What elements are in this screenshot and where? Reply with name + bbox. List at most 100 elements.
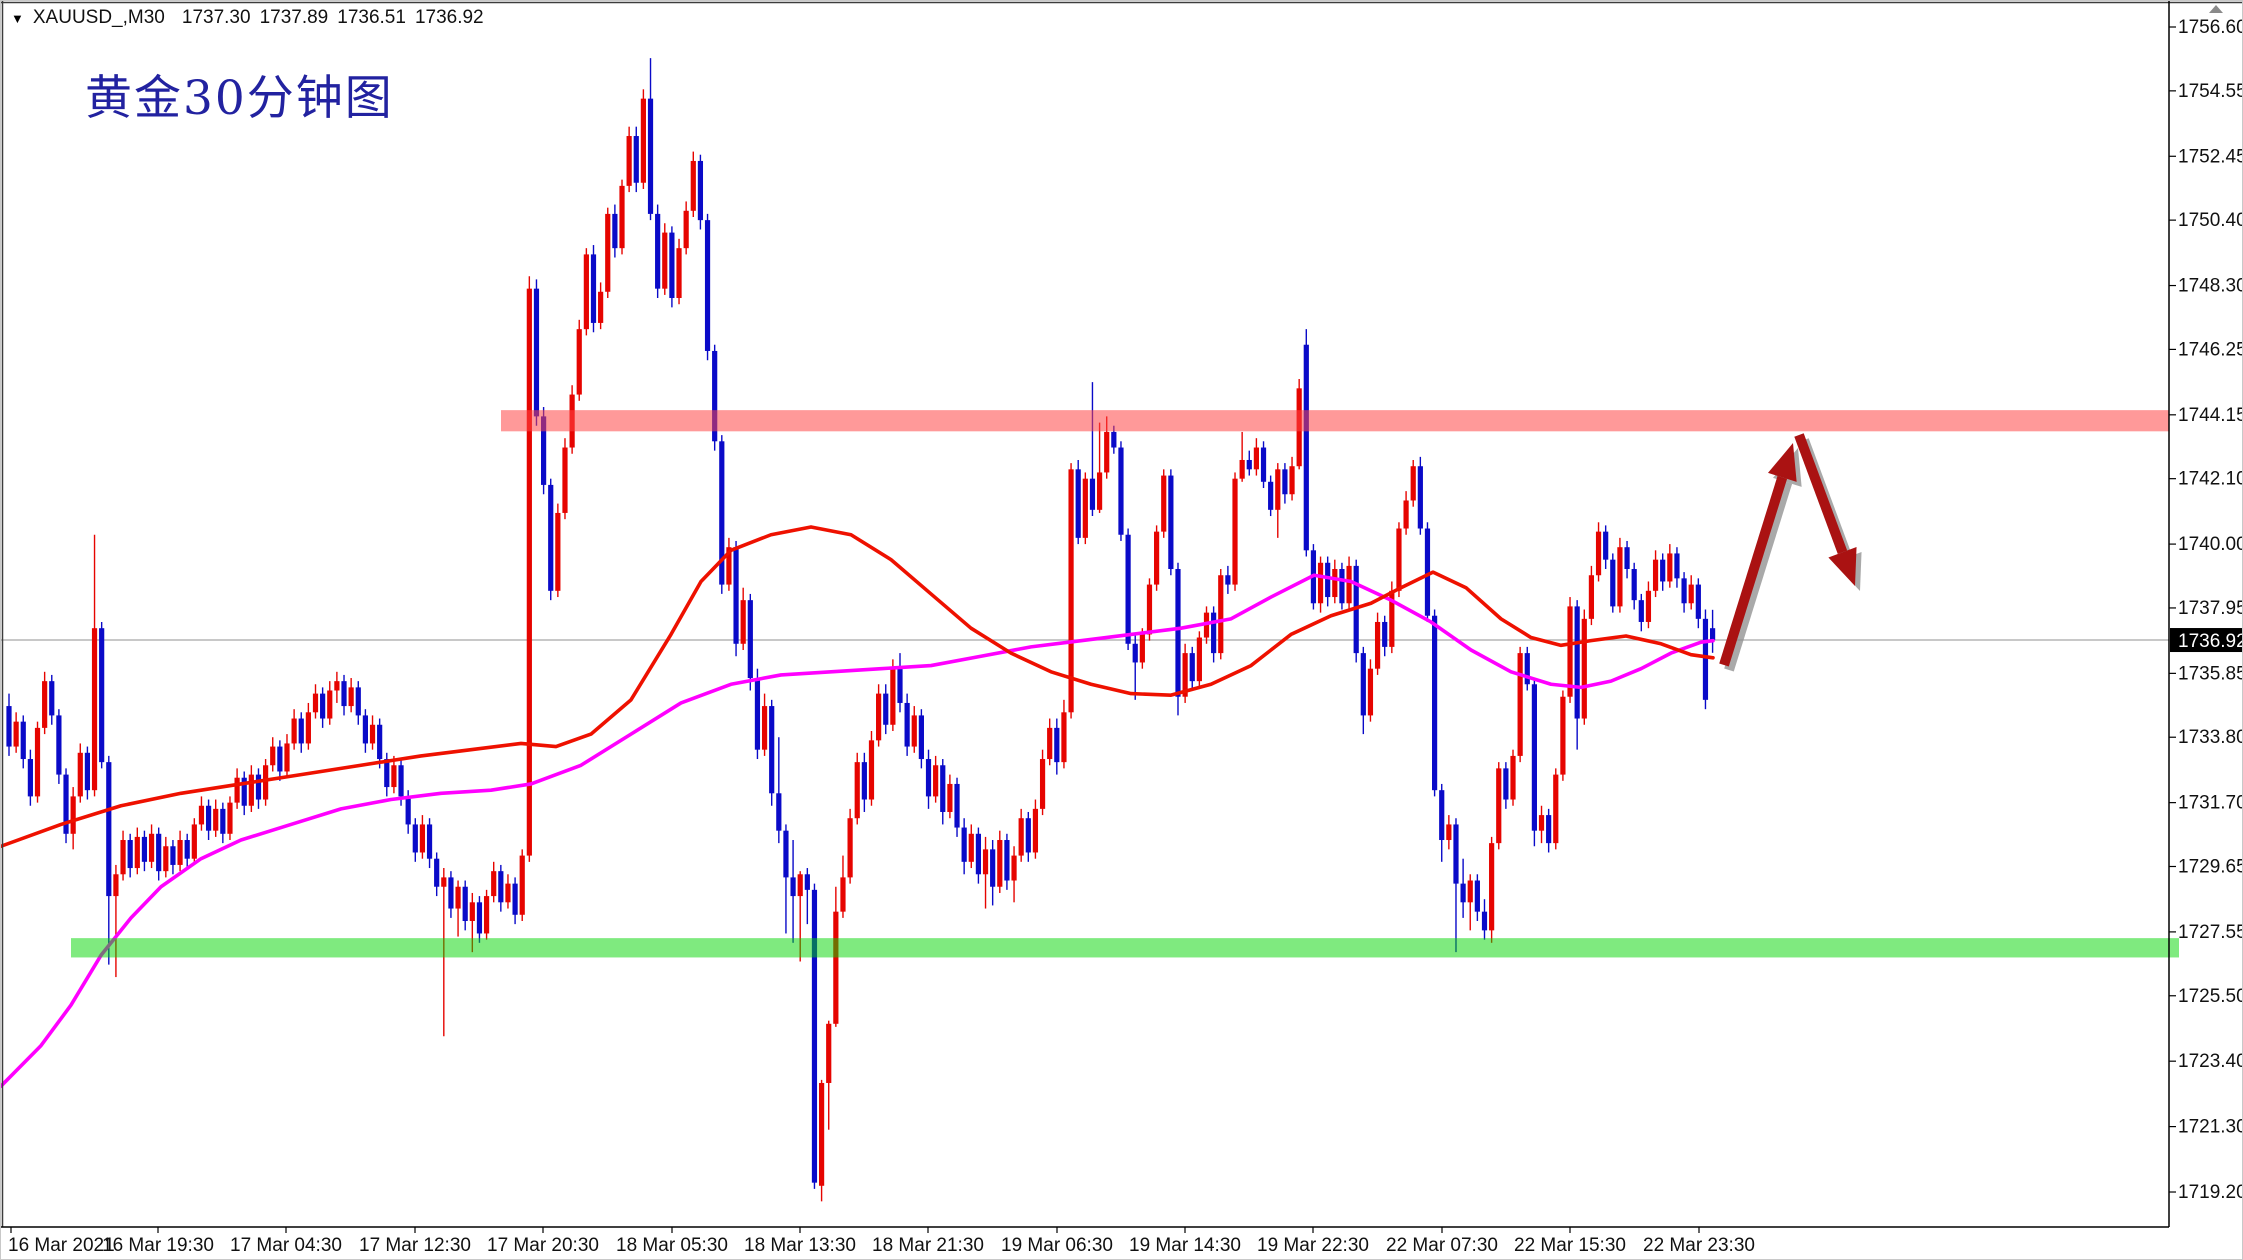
time-tick-label: 17 Mar 12:30 bbox=[359, 1235, 471, 1256]
candle bbox=[612, 213, 618, 249]
time-tick-label: 16 Mar 19:30 bbox=[102, 1235, 214, 1256]
candle bbox=[341, 681, 347, 707]
chevron-down-icon[interactable]: ▼ bbox=[11, 10, 24, 26]
candle bbox=[1588, 575, 1595, 619]
time-tick-label: 19 Mar 06:30 bbox=[1001, 1235, 1113, 1256]
candle bbox=[626, 136, 632, 186]
candle bbox=[1032, 808, 1039, 853]
price-tick-label: 1742.10 bbox=[2178, 469, 2243, 490]
candle bbox=[1104, 431, 1110, 473]
candle bbox=[42, 681, 48, 728]
candle bbox=[1018, 818, 1024, 856]
candle bbox=[562, 447, 568, 513]
candle bbox=[205, 805, 212, 831]
candle bbox=[769, 706, 775, 794]
candle bbox=[876, 693, 882, 741]
candle bbox=[1047, 727, 1053, 760]
candle bbox=[1146, 584, 1153, 635]
candle bbox=[783, 830, 789, 878]
candle bbox=[1075, 469, 1081, 538]
candle bbox=[426, 824, 433, 859]
candle bbox=[1282, 469, 1288, 495]
price-tick-label: 1729.65 bbox=[2178, 856, 2243, 877]
candle bbox=[56, 715, 62, 775]
candle bbox=[961, 827, 967, 862]
chart-title: 黄金30分钟图 bbox=[85, 71, 394, 126]
candle bbox=[1709, 628, 1716, 641]
candle bbox=[498, 871, 504, 903]
candle bbox=[1503, 768, 1509, 800]
candle bbox=[1317, 562, 1324, 604]
candle bbox=[384, 759, 390, 788]
candle bbox=[298, 718, 304, 744]
candle bbox=[1489, 843, 1495, 931]
ma-fast-line bbox=[1, 525, 1715, 849]
candle bbox=[1218, 575, 1224, 654]
candle bbox=[904, 702, 910, 747]
price-tick-label: 1740.00 bbox=[2178, 534, 2243, 555]
price-tick-label: 1744.15 bbox=[2178, 405, 2243, 426]
candle bbox=[982, 849, 989, 875]
candle bbox=[34, 727, 41, 797]
candle bbox=[327, 690, 333, 719]
time-tick-label: 17 Mar 04:30 bbox=[230, 1235, 342, 1256]
candle bbox=[697, 160, 704, 221]
candle bbox=[377, 724, 383, 760]
candle bbox=[106, 762, 112, 897]
candle bbox=[1432, 615, 1438, 791]
candle bbox=[1225, 575, 1231, 585]
candle bbox=[27, 759, 33, 797]
candle bbox=[1595, 531, 1602, 576]
candle bbox=[1467, 880, 1473, 903]
symbol-header: ▼ XAUUSD_,M30 1737.30 1737.89 1736.51 17… bbox=[11, 7, 484, 29]
candle bbox=[120, 840, 126, 875]
candle bbox=[170, 846, 176, 865]
candle bbox=[163, 846, 169, 872]
candle bbox=[925, 759, 932, 797]
candle bbox=[1460, 883, 1466, 903]
candle bbox=[505, 883, 511, 903]
candle bbox=[213, 808, 219, 831]
candle bbox=[1096, 472, 1103, 510]
candle bbox=[1332, 569, 1338, 598]
candle bbox=[1517, 653, 1523, 756]
candle bbox=[712, 350, 718, 442]
candle bbox=[911, 715, 917, 747]
candle bbox=[1674, 553, 1680, 579]
candle bbox=[947, 783, 953, 812]
candle bbox=[184, 840, 190, 859]
candle bbox=[348, 687, 354, 707]
candle bbox=[519, 855, 525, 915]
candle bbox=[1610, 559, 1616, 607]
price-tick-label: 1750.40 bbox=[2178, 210, 2243, 231]
candle bbox=[220, 808, 226, 834]
candle bbox=[1289, 466, 1295, 495]
candle bbox=[1360, 653, 1366, 716]
candle bbox=[291, 718, 297, 744]
candle bbox=[91, 628, 98, 791]
candle bbox=[483, 896, 490, 934]
candle bbox=[1339, 569, 1345, 604]
candle bbox=[1189, 653, 1195, 682]
time-tick-label: 19 Mar 22:30 bbox=[1257, 1235, 1369, 1256]
time-tick-label: 22 Mar 15:30 bbox=[1514, 1235, 1626, 1256]
candle bbox=[1660, 559, 1666, 582]
candle bbox=[1538, 815, 1545, 831]
candle bbox=[541, 416, 547, 485]
candle bbox=[127, 840, 133, 869]
candle bbox=[148, 833, 155, 862]
price-tick-label: 1752.45 bbox=[2178, 146, 2243, 167]
price-tick-label: 1746.25 bbox=[2178, 339, 2243, 360]
candle bbox=[797, 874, 803, 897]
candle bbox=[455, 886, 461, 909]
time-tick-label: 17 Mar 20:30 bbox=[487, 1235, 599, 1256]
candle bbox=[1567, 606, 1573, 697]
candle bbox=[583, 254, 589, 330]
forecast-up-arrow-head bbox=[1767, 443, 1797, 482]
candle bbox=[833, 911, 839, 1024]
candle bbox=[747, 600, 753, 679]
candle bbox=[6, 706, 12, 747]
candle bbox=[234, 777, 240, 803]
